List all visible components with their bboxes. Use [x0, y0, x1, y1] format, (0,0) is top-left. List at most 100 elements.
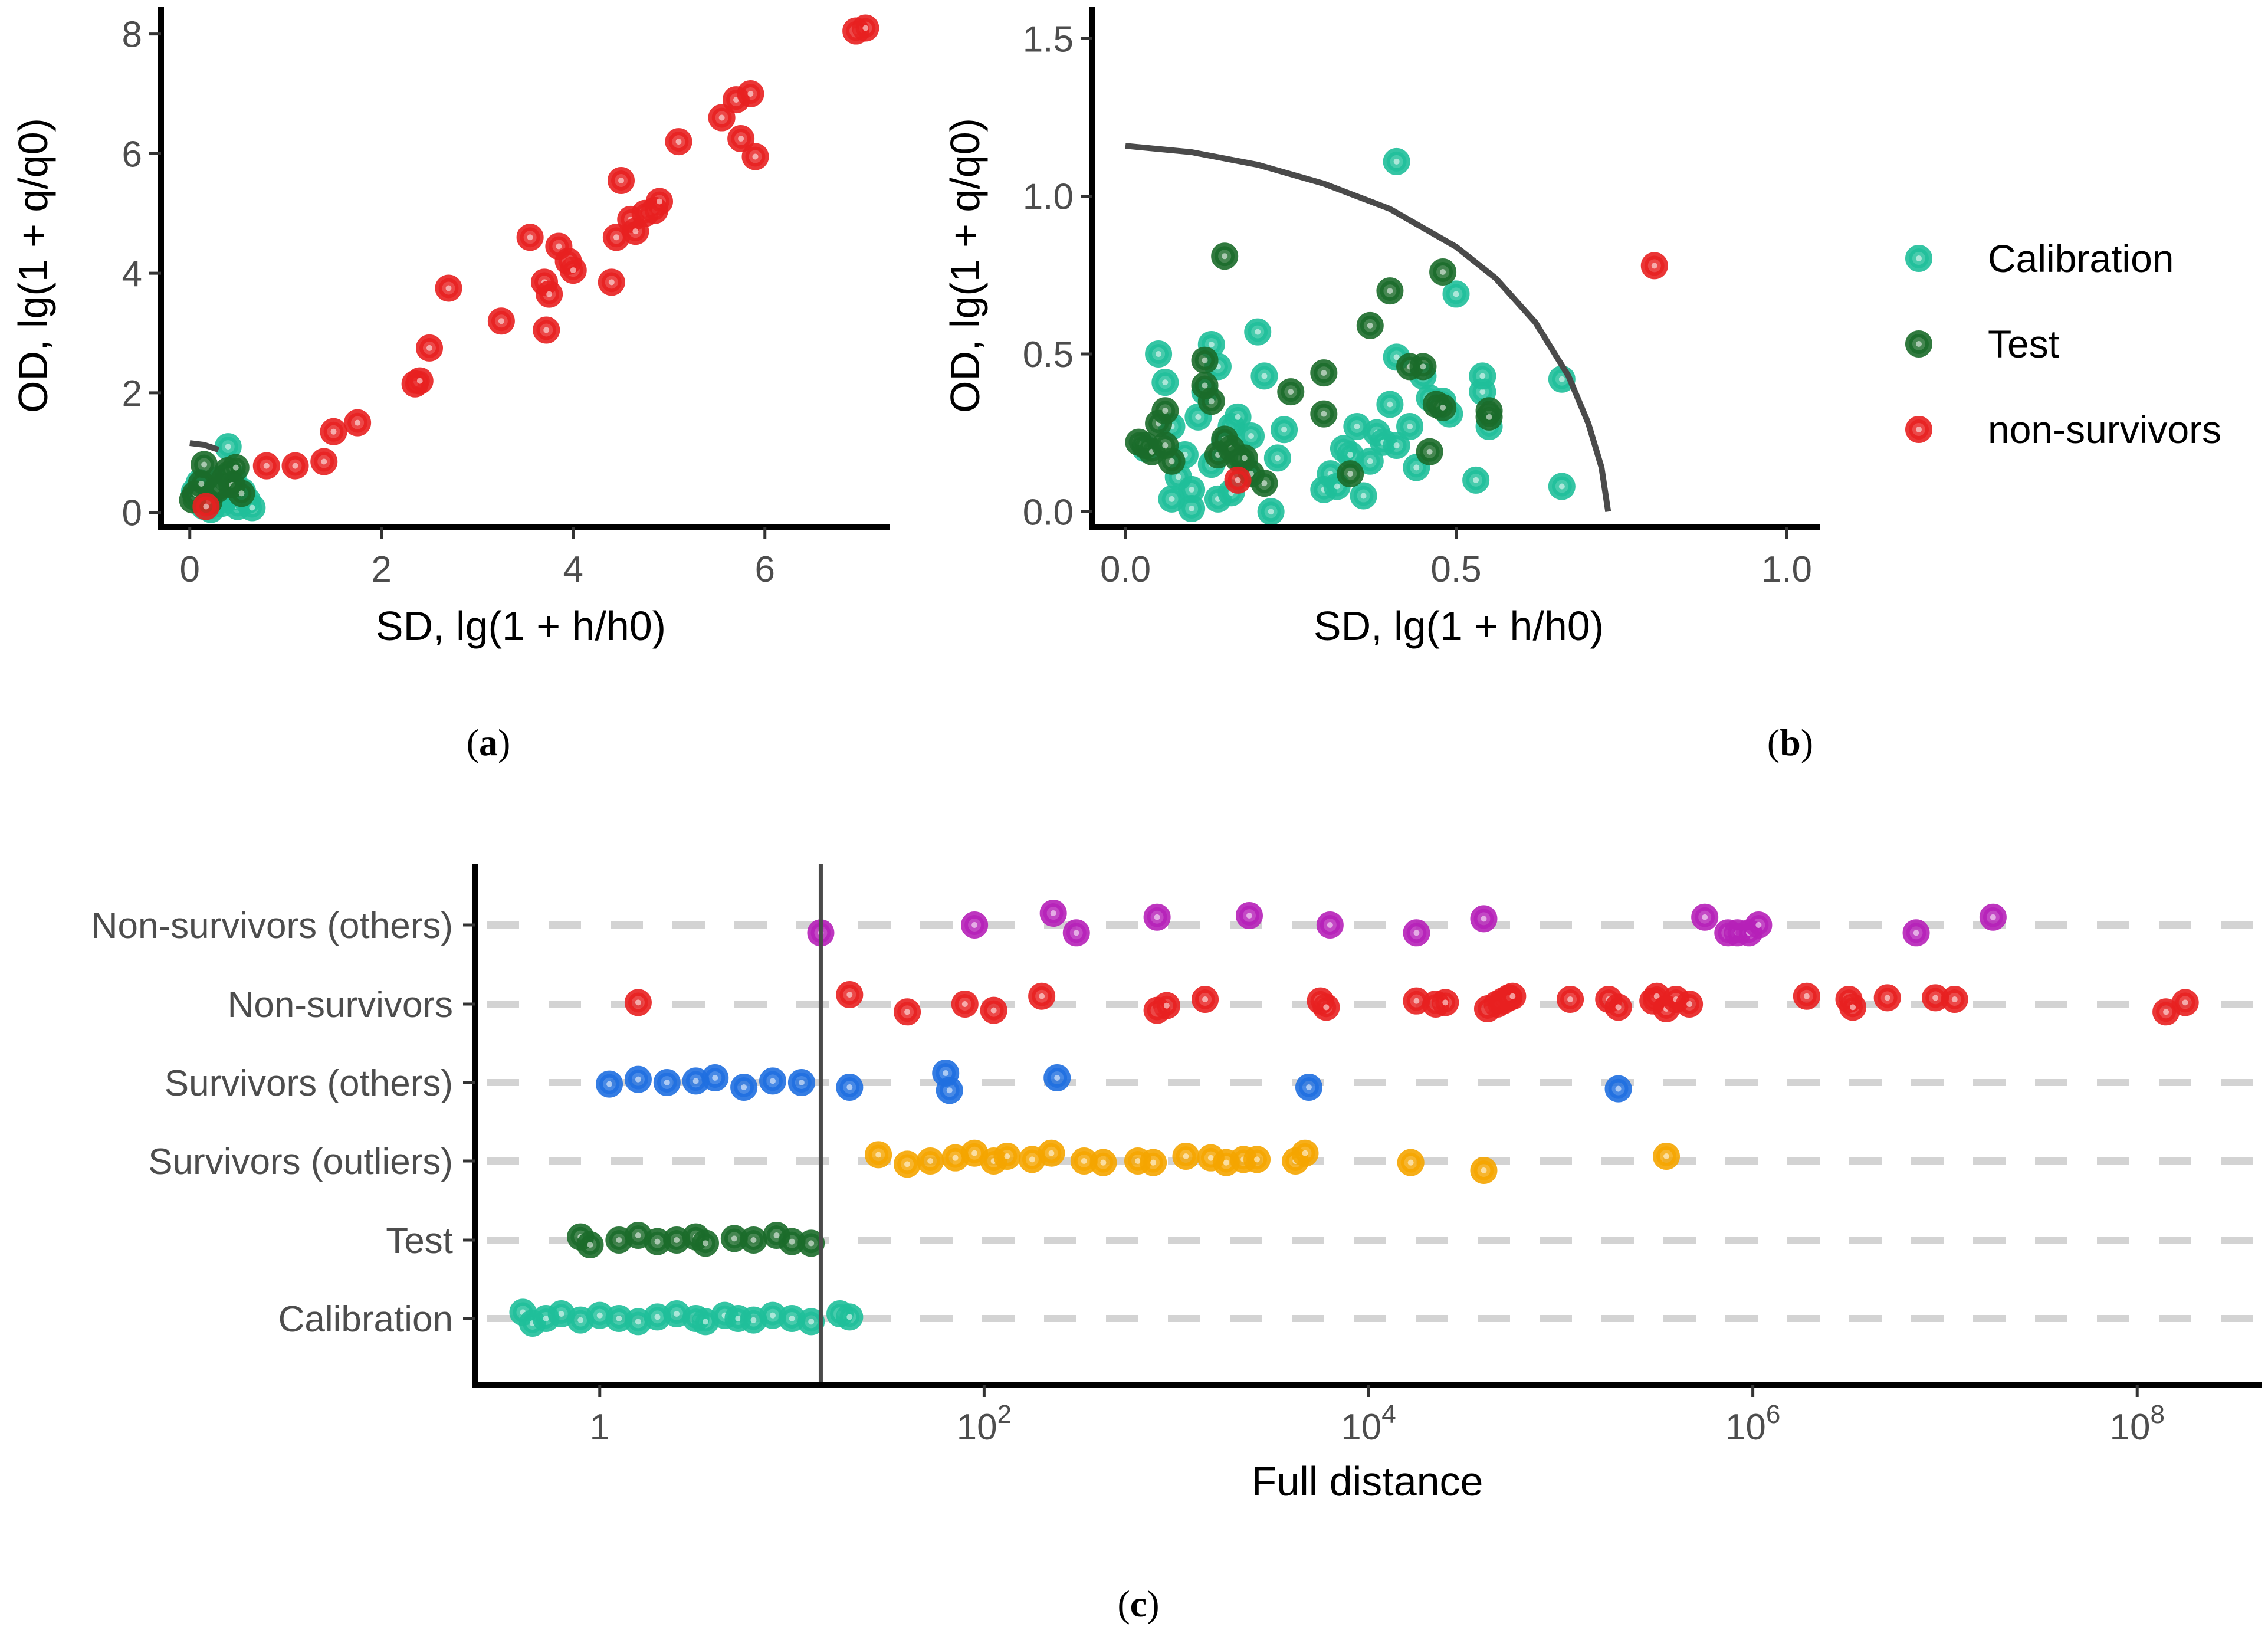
legend-label-test: Test	[1988, 322, 2059, 366]
panel-b-y-title: OD, lg(1 + q/q0)	[942, 118, 988, 413]
point-survivors-outliers-6-highlight	[1004, 1153, 1010, 1160]
y-tick-label-non-survivors: Non-survivors	[228, 985, 453, 1025]
point-non-survivors-29-highlight	[1850, 1004, 1856, 1011]
point-survivors-others-7-highlight	[798, 1080, 805, 1085]
point-non-survivors-19-highlight	[1567, 996, 1574, 1003]
point-calibration-2-highlight	[1162, 379, 1169, 386]
x-tick-label: 0.0	[1100, 549, 1151, 590]
point-non-survivors-26-highlight	[1686, 1001, 1693, 1007]
point-non-survivors-31-highlight	[1932, 995, 1939, 1001]
point-calibration-3-highlight	[1169, 496, 1175, 502]
x-tick-base: 10	[1341, 1407, 1381, 1448]
point-non-survivors-11-highlight	[527, 234, 533, 241]
point-non-survivors-7-highlight	[416, 378, 423, 384]
panel-c-gridlines	[484, 921, 2262, 1322]
point-test-6-highlight	[1169, 458, 1175, 464]
panel-c-ticks: Non-survivors (others) Non-survivors Survi…	[91, 906, 2165, 1448]
x-tick-label: 108	[2109, 1400, 2164, 1448]
panel-c: Non-survivors (others) Non-survivors Survi…	[91, 864, 2262, 1625]
panel-c-label: (c)	[1117, 1583, 1159, 1625]
panel-b: 0.0 0.5 1.0 0.0 0.5 1.0 1.5 SD, lg(1 + h/h0) O…	[942, 7, 2221, 763]
panel-a-x-title: SD, lg(1 + h/h0)	[376, 603, 666, 649]
point-test-8-highlight	[731, 1235, 737, 1242]
point-non-survivors-10-highlight	[1323, 1004, 1330, 1011]
point-calibration-21-highlight	[1255, 329, 1261, 335]
point-non-survivors-0-highlight	[203, 503, 209, 510]
point-non-survivors-others-9-highlight	[1702, 914, 1708, 920]
point-non-survivors-3-highlight	[321, 458, 327, 465]
point-survivors-others-3-highlight	[692, 1078, 699, 1084]
point-non-survivors-others-15-highlight	[1990, 914, 1996, 920]
point-calibration-19-highlight	[846, 1314, 853, 1320]
point-calibration-17-highlight	[808, 1319, 815, 1325]
panel-a-points	[179, 14, 879, 523]
point-test-3-highlight	[635, 1232, 641, 1239]
point-non-survivors-others-6-highlight	[1327, 922, 1333, 928]
panel-a-letter: a	[479, 721, 498, 763]
y-tick-label: 2	[122, 373, 142, 414]
point-non-survivors-21-highlight	[1615, 1004, 1622, 1011]
point-non-survivors-30-highlight	[1884, 995, 1890, 1001]
point-test-25-highlight	[1420, 363, 1426, 370]
y-tick-label: 1.0	[1023, 177, 1074, 218]
point-survivors-outliers-3-highlight	[952, 1155, 959, 1161]
point-survivors-others-2-highlight	[664, 1080, 670, 1085]
point-survivors-others-8-highlight	[846, 1084, 853, 1090]
point-calibration-33-highlight	[1367, 458, 1373, 464]
point-survivors-others-0-highlight	[606, 1081, 613, 1087]
point-non-survivors-18-highlight	[1509, 993, 1516, 999]
point-test-12-highlight	[808, 1240, 815, 1247]
point-survivors-outliers-7-highlight	[1029, 1156, 1035, 1163]
point-test-22-highlight	[1367, 322, 1373, 329]
point-calibration-47-highlight	[1473, 477, 1479, 483]
panel-a-boundary-curve	[189, 440, 220, 452]
point-non-survivors-9-highlight	[445, 285, 452, 291]
point-survivors-outliers-11-highlight	[1135, 1158, 1141, 1164]
point-survivors-others-1-highlight	[635, 1076, 641, 1083]
point-survivors-outliers-10-highlight	[1100, 1159, 1107, 1166]
panel-a: 0 2 4 6 0 2 4 6 8 SD, lg(1 + h/h0) OD, lg(1 + q/…	[10, 7, 890, 763]
x-tick-base: 10	[1725, 1407, 1766, 1448]
y-tick-label: 8	[122, 15, 142, 55]
point-survivors-outliers-0-highlight	[875, 1152, 882, 1158]
point-test-21-highlight	[1347, 471, 1354, 477]
point-test-18-highlight	[1288, 389, 1294, 395]
point-non-survivors-14-highlight	[546, 291, 553, 297]
x-tick-label: 4	[563, 549, 583, 590]
point-survivors-others-12-highlight	[1306, 1084, 1312, 1090]
point-calibration-11-highlight	[702, 1319, 708, 1325]
point-non-survivors-others-4-highlight	[1154, 914, 1160, 920]
point-calibration-3-highlight	[558, 1311, 564, 1317]
point-calibration-52-highlight	[1558, 483, 1565, 490]
point-non-survivors-7-highlight	[1163, 1002, 1170, 1009]
point-non-survivors-8-highlight	[426, 345, 432, 351]
x-tick-base: 1	[590, 1407, 610, 1448]
x-tick-label: 102	[957, 1400, 1012, 1448]
y-tick-label: 0.0	[1023, 492, 1074, 533]
point-test-4-highlight	[1162, 408, 1169, 414]
x-tick-exponent: 6	[1766, 1400, 1780, 1429]
panel-b-boundary-curve	[1125, 143, 1611, 513]
point-non-survivors-2-highlight	[904, 1009, 911, 1015]
point-calibration-6-highlight	[616, 1316, 622, 1321]
point-survivors-outliers-9-highlight	[1081, 1158, 1087, 1164]
point-non-survivors-others-1-highlight	[971, 922, 978, 928]
point-calibration-8-highlight	[1189, 486, 1195, 493]
panel-b-points	[1125, 147, 1668, 526]
point-survivors-outliers-4-highlight	[971, 1150, 978, 1156]
point-non-survivors-0-highlight	[1235, 477, 1241, 483]
point-non-survivors-0-highlight	[635, 999, 641, 1006]
panel-c-points	[509, 900, 2199, 1337]
point-calibration-4-highlight	[577, 1317, 584, 1323]
x-tick-label: 106	[1725, 1400, 1780, 1448]
point-calibration-15-highlight	[249, 504, 255, 511]
point-calibration-23-highlight	[1268, 509, 1274, 515]
point-survivors-outliers-21-highlight	[1481, 1167, 1487, 1173]
point-test-7-highlight	[702, 1240, 708, 1247]
point-test-9-highlight	[1208, 398, 1215, 405]
point-survivors-outliers-14-highlight	[1207, 1155, 1214, 1161]
legend-key-non-survivors-highlight	[1916, 427, 1922, 432]
point-calibration-5-highlight	[596, 1312, 603, 1319]
point-non-survivors-26-highlight	[675, 139, 682, 145]
